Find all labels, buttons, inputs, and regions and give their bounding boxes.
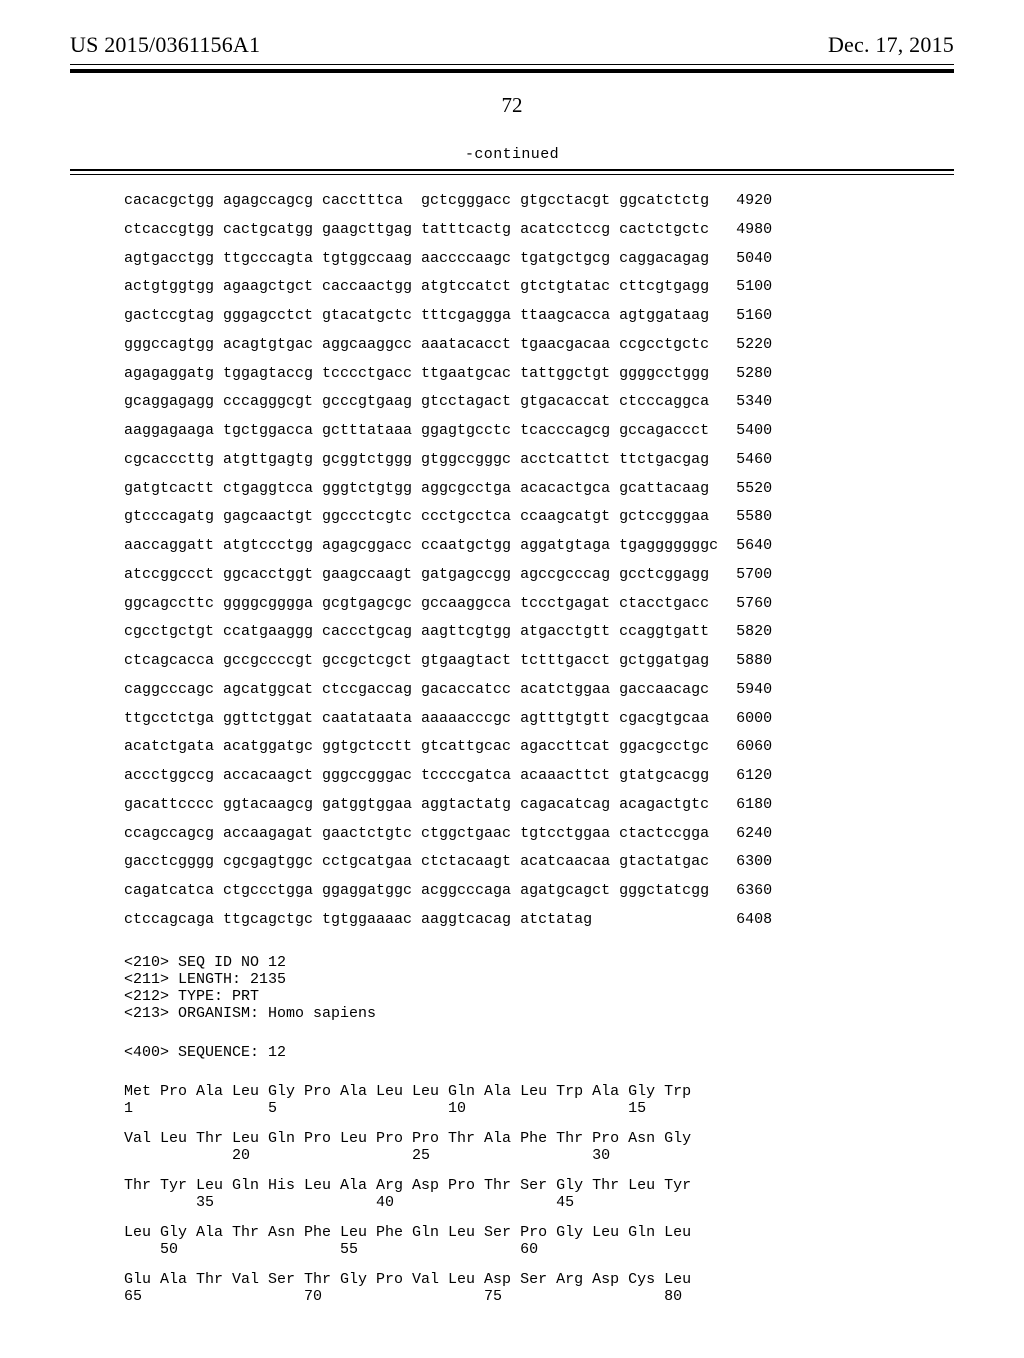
seq-meta-line: <213> ORGANISM: Homo sapiens	[124, 1005, 954, 1022]
sequence-line: agagaggatg tggagtaccg tcccctgacc ttgaatg…	[124, 366, 954, 382]
content-rule-top	[70, 169, 954, 171]
sequence-line: agtgacctgg ttgcccagta tgtggccaag aacccca…	[124, 251, 954, 267]
seq-meta-line: <211> LENGTH: 2135	[124, 971, 954, 988]
peptide-numbers: 65 70 75 80	[124, 1288, 954, 1305]
sequence-line: cgcacccttg atgttgagtg gcggtctggg gtggccg…	[124, 452, 954, 468]
continued-label: -continued	[70, 146, 954, 163]
peptide-row: Leu Gly Ala Thr Asn Phe Leu Phe Gln Leu …	[124, 1224, 954, 1241]
peptide-row: Val Leu Thr Leu Gln Pro Leu Pro Pro Thr …	[124, 1130, 954, 1147]
sequence-line: aaccaggatt atgtccctgg agagcggacc ccaatgc…	[124, 538, 954, 554]
peptide-numbers: 1 5 10 15	[124, 1100, 954, 1117]
sequence-line: aaggagaaga tgctggacca gctttataaa ggagtgc…	[124, 423, 954, 439]
sequence-line: cagatcatca ctgccctgga ggaggatggc acggccc…	[124, 883, 954, 899]
seq-meta-line: <212> TYPE: PRT	[124, 988, 954, 1005]
sequence-line: gactccgtag gggagcctct gtacatgctc tttcgag…	[124, 308, 954, 324]
header-rule-thin	[70, 64, 954, 65]
sequence-line: cacacgctgg agagccagcg cacctttca gctcggga…	[124, 193, 954, 209]
publication-number: US 2015/0361156A1	[70, 32, 260, 58]
sequence-line: accctggccg accacaagct gggccgggac tccccga…	[124, 768, 954, 784]
sequence-line: gatgtcactt ctgaggtcca gggtctgtgg aggcgcc…	[124, 481, 954, 497]
sequence-header: <400> SEQUENCE: 12	[124, 1044, 954, 1061]
sequence-line: ggcagccttc ggggcgggga gcgtgagcgc gccaagg…	[124, 596, 954, 612]
peptide-numbers: 35 40 45	[124, 1194, 954, 1211]
sequence-line: ttgcctctga ggttctggat caatataata aaaaacc…	[124, 711, 954, 727]
peptide-row: Met Pro Ala Leu Gly Pro Ala Leu Leu Gln …	[124, 1083, 954, 1100]
peptide-row: Thr Tyr Leu Gln His Leu Ala Arg Asp Pro …	[124, 1177, 954, 1194]
sequence-line: cgcctgctgt ccatgaaggg caccctgcag aagttcg…	[124, 624, 954, 640]
sequence-line: acatctgata acatggatgc ggtgctcctt gtcattg…	[124, 739, 954, 755]
peptide-numbers: 50 55 60	[124, 1241, 954, 1258]
sequence-line: gacattcccc ggtacaagcg gatggtggaa aggtact…	[124, 797, 954, 813]
page-number: 72	[70, 93, 954, 118]
page-header: US 2015/0361156A1 Dec. 17, 2015	[70, 32, 954, 58]
sequence-line: gggccagtgg acagtgtgac aggcaaggcc aaataca…	[124, 337, 954, 353]
sequence-line: actgtggtgg agaagctgct caccaactgg atgtcca…	[124, 279, 954, 295]
sequence-line: ccagccagcg accaagagat gaactctgtc ctggctg…	[124, 826, 954, 842]
content-rule-bot	[70, 174, 954, 175]
sequence-line: ctcagcacca gccgccccgt gccgctcgct gtgaagt…	[124, 653, 954, 669]
seq-meta-line: <210> SEQ ID NO 12	[124, 954, 954, 971]
publication-date: Dec. 17, 2015	[828, 32, 954, 58]
sequence-line: ctccagcaga ttgcagctgc tgtggaaaac aaggtca…	[124, 912, 954, 928]
sequence-line: ctcaccgtgg cactgcatgg gaagcttgag tatttca…	[124, 222, 954, 238]
sequence-line: caggcccagc agcatggcat ctccgaccag gacacca…	[124, 682, 954, 698]
sequence-line: atccggccct ggcacctggt gaagccaagt gatgagc…	[124, 567, 954, 583]
page-root: US 2015/0361156A1 Dec. 17, 2015 72 -cont…	[0, 0, 1024, 1358]
sequence-line: gtcccagatg gagcaactgt ggccctcgtc ccctgcc…	[124, 509, 954, 525]
peptide-numbers: 20 25 30	[124, 1147, 954, 1164]
sequence-line: gcaggagagg cccagggcgt gcccgtgaag gtcctag…	[124, 394, 954, 410]
sequence-line: gacctcgggg cgcgagtggc cctgcatgaa ctctaca…	[124, 854, 954, 870]
header-rule-bold	[70, 69, 954, 73]
peptide-row: Glu Ala Thr Val Ser Thr Gly Pro Val Leu …	[124, 1271, 954, 1288]
sequence-listing: cacacgctgg agagccagcg cacctttca gctcggga…	[124, 193, 954, 1318]
